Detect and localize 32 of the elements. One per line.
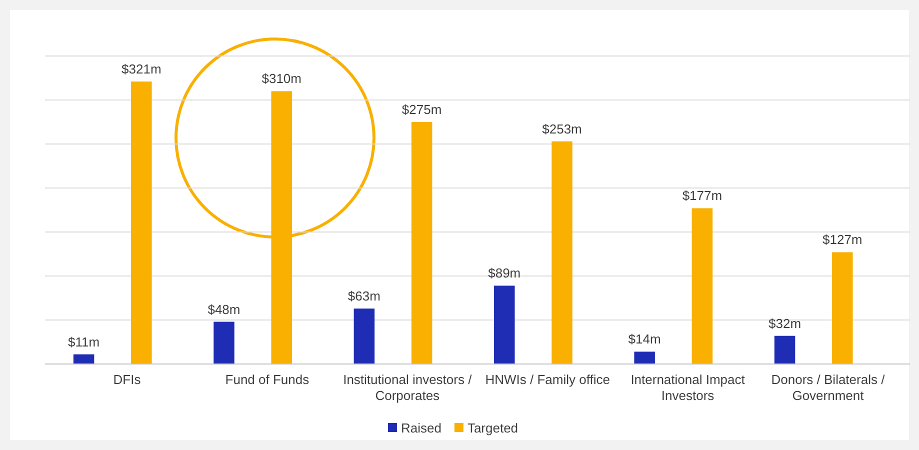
x-tick-label: DFIs (113, 372, 142, 387)
x-tick-label: HNWIs / Family office (485, 372, 610, 387)
bar (494, 286, 515, 364)
data-label: $89m (488, 266, 521, 281)
data-label: $63m (348, 288, 380, 304)
data-label: $275m (402, 102, 442, 117)
bar (214, 322, 234, 364)
x-tick-label: International Impact Investors (630, 372, 746, 403)
x-tick-label: Fund of Funds (225, 372, 310, 387)
legend-label: Targeted (467, 420, 518, 436)
bar (73, 354, 94, 364)
data-label: $321m (122, 62, 162, 77)
bar (271, 91, 292, 364)
data-label: $127m (822, 232, 862, 248)
data-label: $11m (68, 334, 100, 350)
data-label: $14m (628, 332, 661, 347)
bar (552, 141, 572, 364)
bar (692, 208, 713, 364)
x-tick-label: Institutional investors / Corporates (343, 372, 472, 403)
x-tick-label: Donors / Bilaterals / Government (771, 372, 886, 403)
bar (131, 82, 152, 364)
bar (832, 252, 853, 364)
legend-label: Raised (400, 420, 442, 436)
bar (354, 308, 375, 364)
data-label: $253m (542, 121, 582, 136)
data-label: $177m (682, 188, 722, 204)
data-label: $48m (208, 302, 240, 317)
bar (634, 352, 655, 364)
bar (411, 122, 432, 364)
data-label: $310m (262, 71, 302, 86)
data-label: $32m (768, 316, 802, 331)
bar (774, 336, 796, 364)
